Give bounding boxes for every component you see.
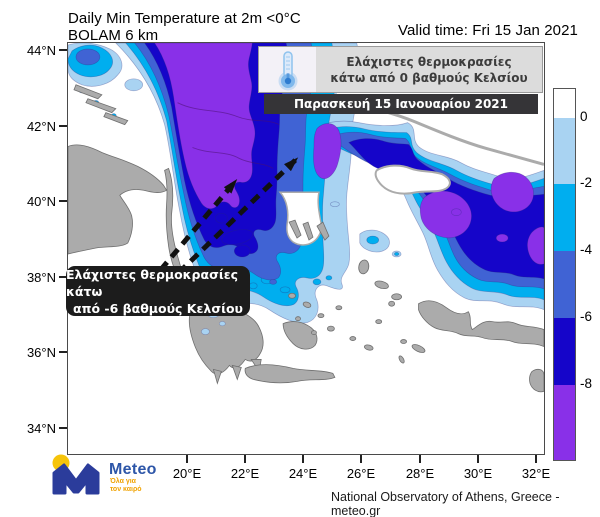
meteo-logo-text: Meteo [109,461,157,478]
lat-label: 44°N [26,43,56,58]
lon-label: 26°E [346,466,376,481]
colorbar-label: -6 [580,309,593,324]
lon-tick [477,455,479,463]
lon-label: 22°E [230,466,260,481]
lon-tick [360,455,362,463]
lon-label: 32°E [521,466,551,481]
annotation-box-minus6: Ελάχιστες θερμοκρασίες κάτω από -6 βαθμο… [66,266,250,316]
lat-label: 36°N [26,345,56,360]
lon-tick [244,455,246,463]
lat-tick [59,125,67,127]
colorbar-label: -4 [580,242,593,257]
footer-credit: National Observatory of Athens, Greece -… [331,490,560,517]
thermometer-icon [259,47,316,92]
lon-label: 20°E [172,466,202,481]
lon-label: 28°E [405,466,435,481]
colorbar-segment [554,89,575,118]
meteo-logo-tagline: Όλα για τον καιρό [110,478,142,493]
lon-tick [186,455,188,463]
annotation-box-zero-text: Ελάχιστες θερμοκρασίες κάτω από 0 βαθμού… [330,54,528,85]
lon-label: 24°E [288,466,318,481]
colorbar-segment [554,385,575,460]
annotation-box-zero: Ελάχιστες θερμοκρασίες κάτω από 0 βαθμού… [258,46,543,93]
colorbar-label: 0 [580,109,588,124]
colorbar-label: -8 [580,376,593,391]
lon-tick [419,455,421,463]
lat-label: 38°N [26,270,56,285]
lon-tick [535,455,537,463]
lat-tick [59,49,67,51]
lat-label: 34°N [26,421,56,436]
colorbar-segment [554,318,575,385]
lat-tick [59,276,67,278]
lat-tick [59,351,67,353]
lon-tick [302,455,304,463]
temperature-colorbar [553,88,576,461]
colorbar-segment [554,184,575,251]
lat-label: 42°N [26,119,56,134]
model-subtitle: BOLAM 6 km [68,27,159,44]
valid-time-label: Valid time: Fri 15 Jan 2021 [397,22,578,39]
colorbar-segment [554,251,575,318]
lat-tick [59,200,67,202]
colorbar-segment [554,118,575,184]
page-title: Daily Min Temperature at 2m <0°C [68,10,301,27]
lon-label: 30°E [463,466,493,481]
meteo-logo-icon [52,454,100,495]
lat-tick [59,427,67,429]
lat-label: 40°N [26,194,56,209]
date-bar: Παρασκευή 15 Ιανουαρίου 2021 [264,94,538,114]
annotation-arrows [158,157,299,275]
colorbar-label: -2 [580,175,593,190]
